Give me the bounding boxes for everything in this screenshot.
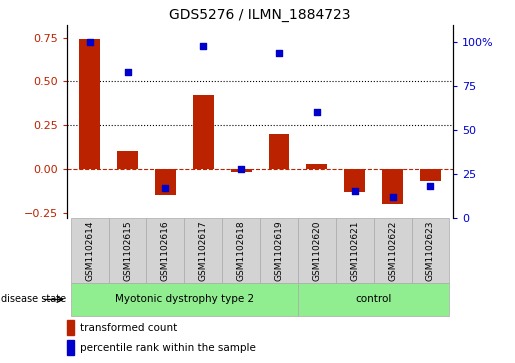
Text: GSM1102619: GSM1102619 xyxy=(274,220,284,281)
Bar xyxy=(269,134,289,169)
Text: control: control xyxy=(355,294,392,305)
Bar xyxy=(345,169,365,192)
Text: GSM1102622: GSM1102622 xyxy=(388,220,397,281)
Point xyxy=(426,183,435,189)
Text: GSM1102618: GSM1102618 xyxy=(236,220,246,281)
Point xyxy=(199,43,208,49)
Bar xyxy=(184,218,222,283)
Text: GSM1102620: GSM1102620 xyxy=(313,220,321,281)
Bar xyxy=(109,218,146,283)
Bar xyxy=(260,218,298,283)
Bar xyxy=(79,40,100,169)
Bar xyxy=(71,218,109,283)
Bar xyxy=(222,218,260,283)
Bar xyxy=(155,169,176,195)
Bar xyxy=(336,218,374,283)
Bar xyxy=(374,218,411,283)
Text: GSM1102614: GSM1102614 xyxy=(85,220,94,281)
Point xyxy=(275,50,283,56)
Point xyxy=(237,166,245,171)
Point xyxy=(161,185,169,191)
Text: Myotonic dystrophy type 2: Myotonic dystrophy type 2 xyxy=(115,294,254,305)
Point xyxy=(313,110,321,115)
Bar xyxy=(411,218,450,283)
Bar xyxy=(298,218,336,283)
Text: GSM1102616: GSM1102616 xyxy=(161,220,170,281)
Text: GSM1102617: GSM1102617 xyxy=(199,220,208,281)
Text: GSM1102615: GSM1102615 xyxy=(123,220,132,281)
Bar xyxy=(146,218,184,283)
Bar xyxy=(193,95,214,169)
Bar xyxy=(420,169,441,181)
Bar xyxy=(67,320,74,335)
Bar xyxy=(71,283,298,316)
Bar xyxy=(117,151,138,169)
Point xyxy=(85,39,94,45)
Point xyxy=(388,194,397,200)
Bar xyxy=(298,283,450,316)
Point xyxy=(351,188,359,194)
Point xyxy=(124,69,132,75)
Text: GSM1102623: GSM1102623 xyxy=(426,220,435,281)
Text: disease state: disease state xyxy=(1,294,66,305)
Text: transformed count: transformed count xyxy=(80,323,177,333)
Bar xyxy=(67,340,74,355)
Title: GDS5276 / ILMN_1884723: GDS5276 / ILMN_1884723 xyxy=(169,8,351,22)
Bar xyxy=(382,169,403,204)
Bar xyxy=(231,169,251,172)
Text: GSM1102621: GSM1102621 xyxy=(350,220,359,281)
Text: percentile rank within the sample: percentile rank within the sample xyxy=(80,343,255,353)
Bar xyxy=(306,164,328,169)
